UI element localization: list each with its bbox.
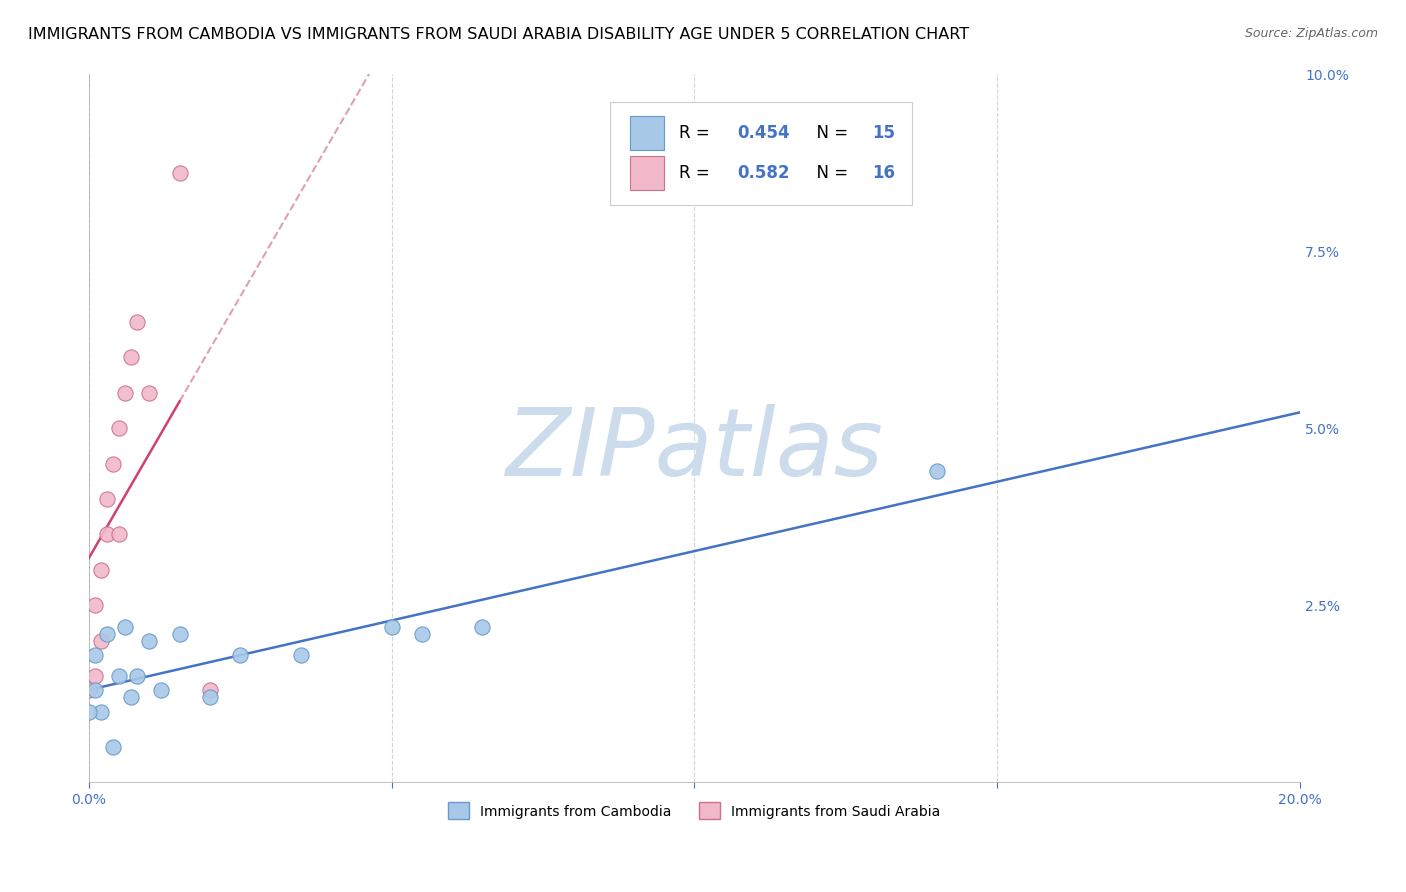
Point	[101, 739, 124, 754]
Point	[108, 527, 131, 541]
Point	[120, 351, 142, 365]
Text: 15: 15	[873, 124, 896, 142]
Point	[127, 669, 149, 683]
Point	[381, 619, 404, 633]
Point	[198, 690, 221, 705]
Point	[83, 669, 105, 683]
Text: R =: R =	[679, 164, 714, 182]
Point	[138, 633, 160, 648]
Point	[169, 166, 191, 180]
Text: N =: N =	[806, 164, 853, 182]
Legend: Immigrants from Cambodia, Immigrants from Saudi Arabia: Immigrants from Cambodia, Immigrants fro…	[443, 797, 946, 825]
Point	[90, 633, 112, 648]
Point	[198, 683, 221, 698]
Point	[138, 385, 160, 400]
Point	[108, 669, 131, 683]
Text: Source: ZipAtlas.com: Source: ZipAtlas.com	[1244, 27, 1378, 40]
Point	[471, 619, 494, 633]
FancyBboxPatch shape	[610, 103, 912, 205]
Point	[127, 315, 149, 329]
Point	[83, 599, 105, 613]
Point	[96, 527, 118, 541]
Point	[77, 705, 100, 719]
Point	[77, 683, 100, 698]
Text: N =: N =	[806, 124, 853, 142]
Point	[96, 491, 118, 506]
Point	[169, 626, 191, 640]
Text: 0.582: 0.582	[737, 164, 789, 182]
FancyBboxPatch shape	[630, 116, 664, 150]
Point	[229, 648, 252, 662]
FancyBboxPatch shape	[630, 156, 664, 190]
Point	[83, 648, 105, 662]
Point	[90, 563, 112, 577]
Point	[90, 705, 112, 719]
Point	[120, 690, 142, 705]
Text: 0.454: 0.454	[737, 124, 789, 142]
Text: ZIPatlas: ZIPatlas	[506, 404, 883, 495]
Point	[101, 457, 124, 471]
Point	[150, 683, 173, 698]
Point	[114, 619, 136, 633]
Point	[925, 464, 948, 478]
Point	[411, 626, 433, 640]
Point	[96, 626, 118, 640]
Point	[290, 648, 312, 662]
Text: 16: 16	[873, 164, 896, 182]
Text: IMMIGRANTS FROM CAMBODIA VS IMMIGRANTS FROM SAUDI ARABIA DISABILITY AGE UNDER 5 : IMMIGRANTS FROM CAMBODIA VS IMMIGRANTS F…	[28, 27, 969, 42]
Point	[108, 421, 131, 435]
Point	[114, 385, 136, 400]
Text: R =: R =	[679, 124, 714, 142]
Point	[83, 683, 105, 698]
